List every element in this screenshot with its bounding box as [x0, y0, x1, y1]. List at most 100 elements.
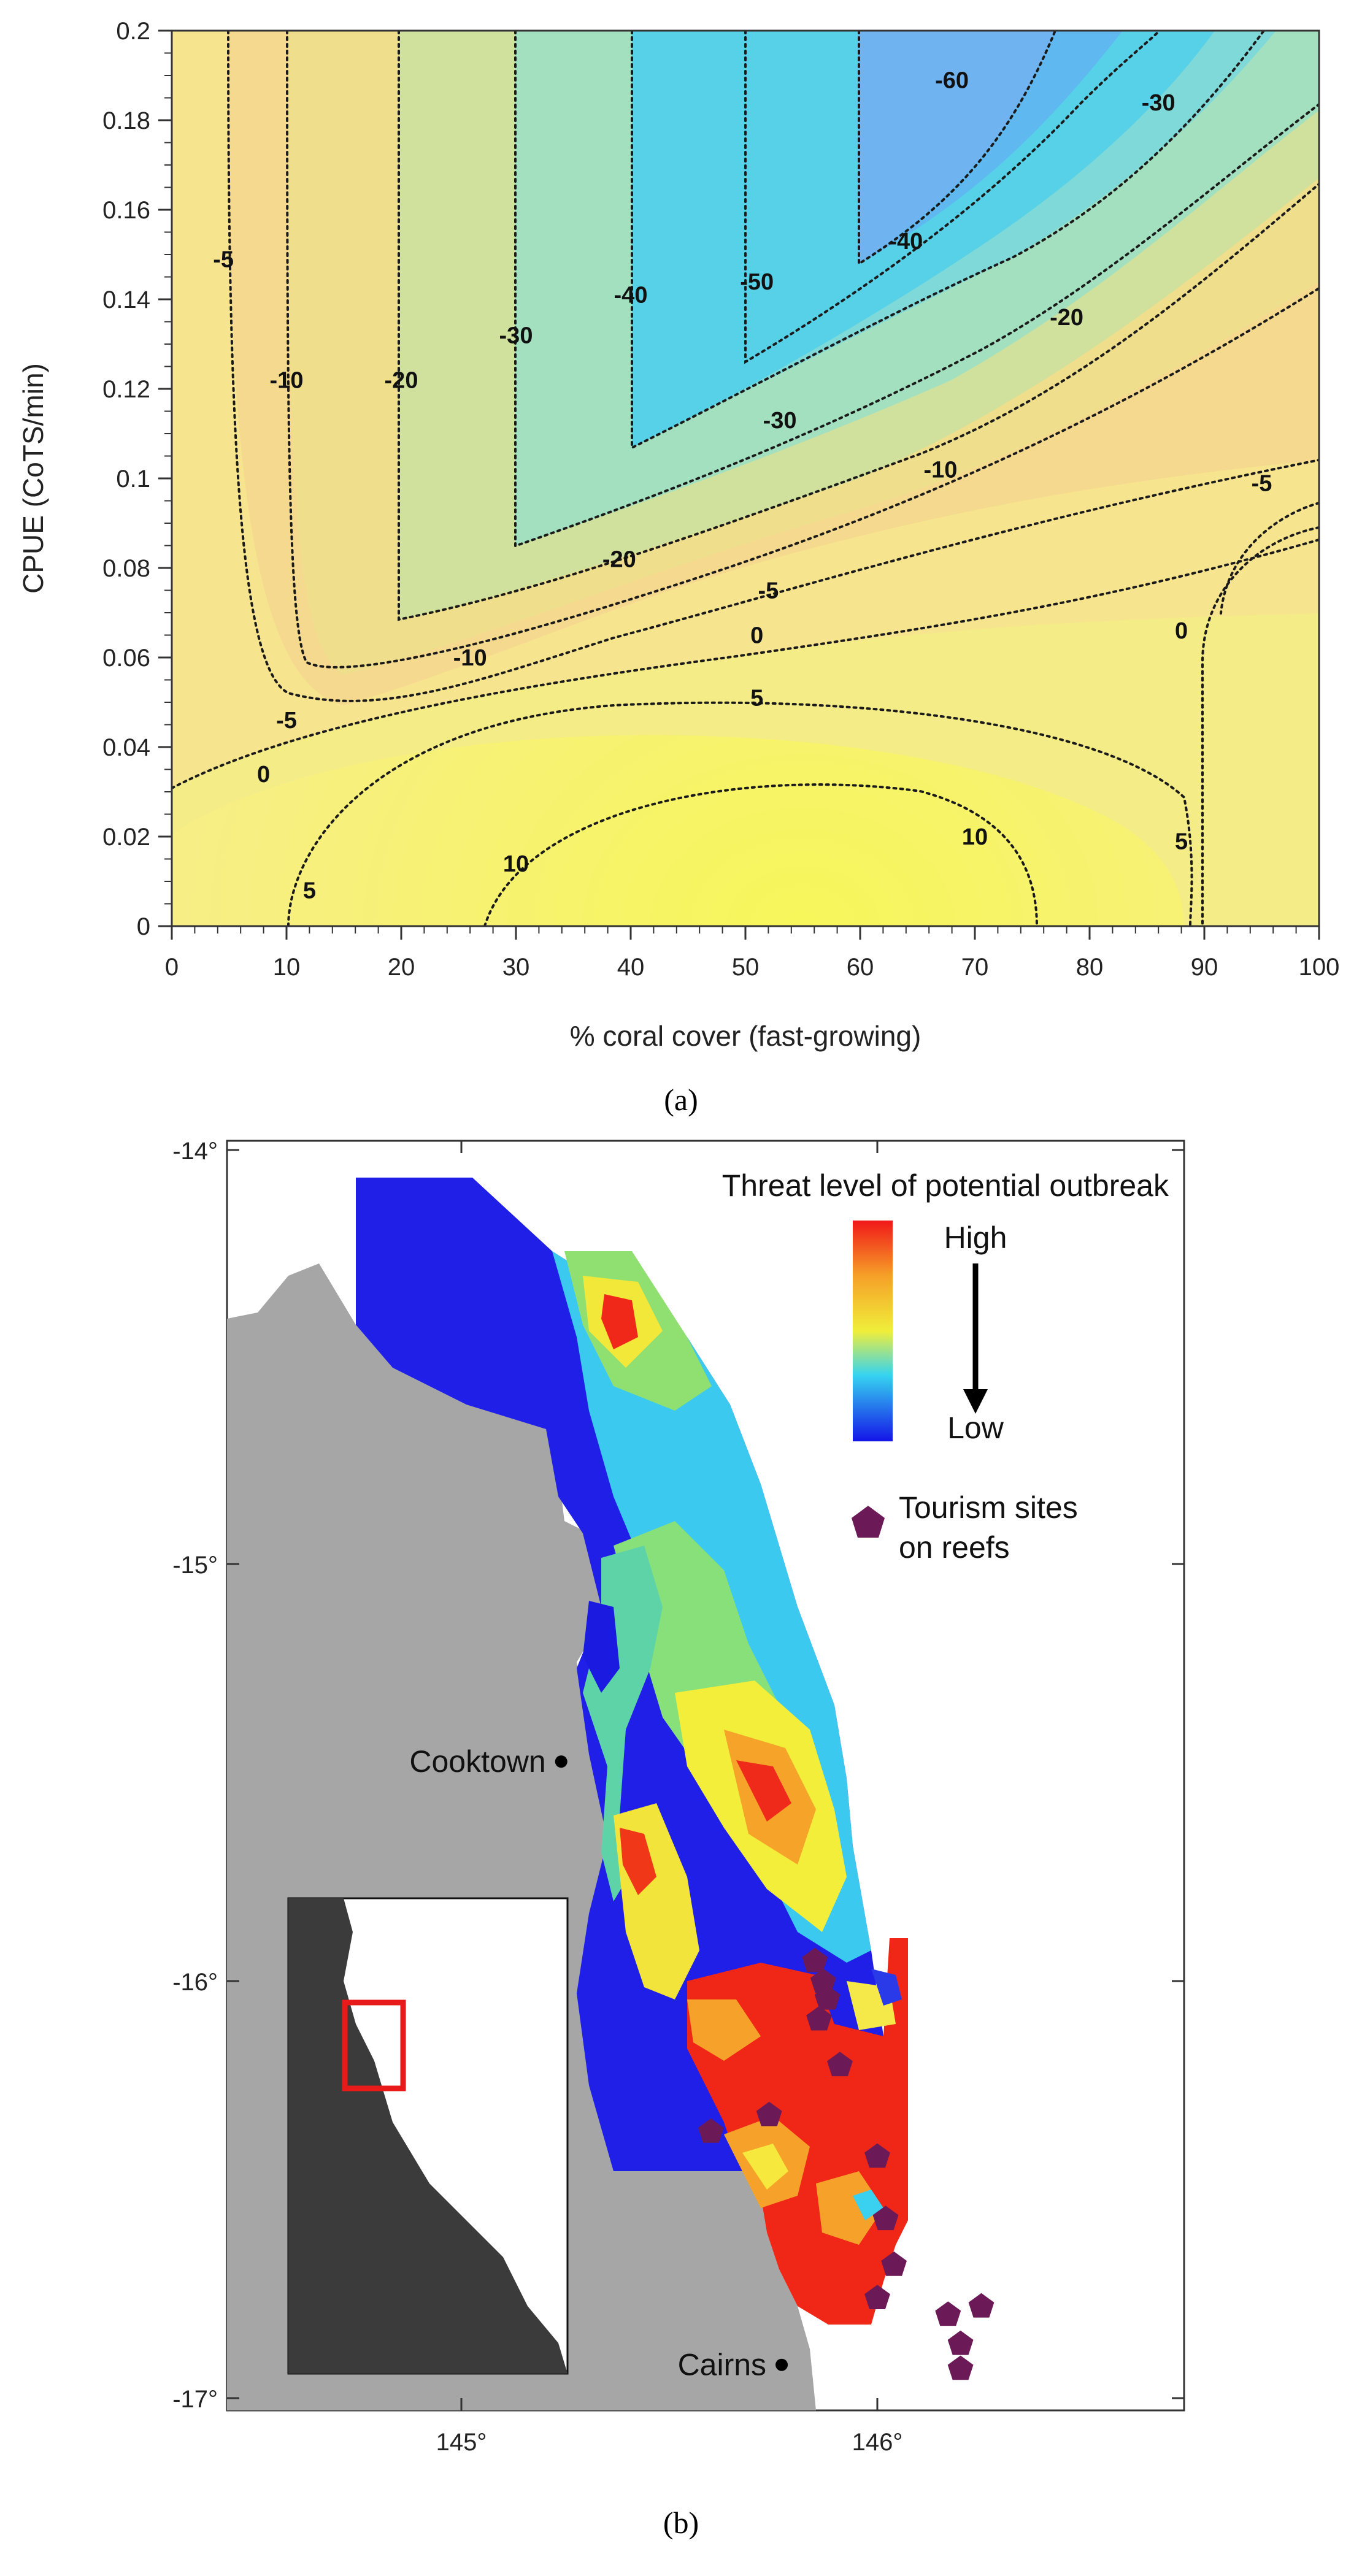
x-tick-label: 100 — [1299, 954, 1340, 981]
contour-fills — [172, 31, 1319, 926]
y-tick-label: 0.04 — [102, 734, 150, 761]
tourism-site-marker — [806, 2006, 832, 2031]
x-tick-label: 20 — [388, 954, 415, 981]
contour-line — [287, 701, 1193, 926]
tourism-site-marker — [881, 2251, 907, 2276]
threat-low-zone — [871, 1969, 902, 2006]
place-dot — [775, 2358, 788, 2371]
contour-label: -30 — [1142, 90, 1175, 116]
contour-label: -40 — [614, 283, 648, 309]
map-y-tick-label: -14° — [172, 1138, 218, 1165]
tourism-site-marker — [814, 1985, 841, 2010]
map-axis-ticks — [227, 1141, 1184, 2410]
legend-colorbar — [853, 1221, 893, 1441]
contour-label: -60 — [935, 67, 969, 93]
contour-line — [631, 31, 1265, 450]
tourism-legend-marker — [852, 1506, 885, 1538]
y-tick-label: 0.14 — [102, 286, 150, 313]
tourism-site-marker — [827, 2052, 853, 2077]
y-tick-label: 0.12 — [102, 376, 150, 403]
tourism-legend-label-1: Tourism sites — [899, 1490, 1078, 1525]
contour-label: -20 — [385, 367, 418, 393]
place-markers: Cooktown Cairns — [409, 1744, 788, 2382]
map-y-tick-label: -17° — [172, 2386, 218, 2413]
threat-high-zone — [620, 1828, 656, 1895]
y-axis-ticks: 0 0.02 0.04 0.06 0.08 0.1 0.12 0.14 0.16 0.18 0.2 — [102, 18, 172, 940]
y-tick-label: 0.02 — [102, 824, 150, 851]
tourism-site-marker — [947, 2330, 974, 2355]
fill-level-neg50 — [632, 31, 1215, 448]
tourism-site-marker — [968, 2293, 995, 2318]
x-axis-ticks: 0 10 20 30 40 50 60 70 80 90 100 — [165, 926, 1340, 981]
legend-title: Threat level of potential outbreak — [722, 1168, 1169, 1203]
contour-label: 0 — [1175, 618, 1188, 644]
contour-label: -40 — [889, 229, 923, 255]
contour-label: -5 — [1252, 470, 1272, 496]
threat-mid-zone — [687, 1999, 761, 2061]
contour-line — [1201, 526, 1319, 926]
place-label: Cairns — [678, 2348, 766, 2382]
contour-line — [227, 31, 1319, 702]
contour-line — [483, 783, 1038, 926]
x-tick-label: 60 — [847, 954, 874, 981]
tourism-site-marker — [802, 1947, 828, 1972]
legend-high-label: High — [944, 1221, 1007, 1255]
contour-label: 0 — [257, 762, 270, 788]
contour-lines — [172, 31, 1319, 926]
contour-label: -30 — [499, 323, 533, 348]
panel-a-label: (a) — [664, 1083, 698, 1117]
tourism-site-marker — [947, 2355, 974, 2380]
contour-line — [286, 31, 1319, 669]
contour-label: 0 — [750, 623, 763, 649]
contour-label: -5 — [213, 247, 234, 272]
y-tick-label: 0.16 — [102, 197, 150, 224]
contour-label: -20 — [1050, 305, 1083, 331]
y-tick-label: 0.1 — [116, 466, 150, 493]
x-tick-label: 80 — [1076, 954, 1104, 981]
panel-b-label: (b) — [663, 2505, 699, 2540]
legend-arrow-head — [963, 1389, 988, 1414]
x-tick-label: 10 — [273, 954, 301, 981]
tourism-site-marker — [864, 2285, 890, 2309]
contour-label: -20 — [602, 546, 636, 572]
contour-label: -30 — [763, 408, 797, 434]
tourism-site-marker — [872, 2206, 899, 2231]
contour-line — [1220, 502, 1319, 615]
threat-high-zone — [601, 1294, 638, 1349]
threat-mid-zone — [816, 2171, 883, 2245]
y-tick-label: 0.2 — [116, 18, 150, 45]
contour-label: 10 — [962, 824, 988, 850]
contour-label: 5 — [303, 878, 316, 904]
contour-label: -5 — [758, 578, 779, 604]
map-x-tick-label: 146° — [852, 2429, 903, 2456]
x-tick-label: 50 — [732, 954, 760, 981]
contour-label: -10 — [270, 367, 304, 393]
threat-mid-zone — [742, 2144, 788, 2190]
threat-low-zone — [583, 1601, 620, 1693]
inset-extent-box — [342, 1999, 406, 2091]
x-tick-label: 30 — [502, 954, 530, 981]
tourism-legend-label-2: on reefs — [899, 1530, 1010, 1565]
contour-labels: -5-10 -20-30-40-50-60-40-30-20-10-50-30-2… — [213, 67, 1272, 903]
contour-line — [172, 539, 1319, 789]
x-tick-label: 40 — [617, 954, 645, 981]
x-tick-label: 0 — [165, 954, 179, 981]
contour-chart: 0 10 20 30 40 50 60 70 80 90 100 00.020.040.060.08… — [17, 18, 1339, 1117]
tourism-site-marker — [756, 2101, 782, 2126]
threat-map: 145° 146° -14° -15° -16° -17° Threat lev… — [172, 1138, 1185, 2540]
threat-mid-zone — [853, 2190, 883, 2220]
contour-label: 5 — [1175, 829, 1188, 854]
y-tick-label: 0 — [137, 913, 150, 940]
place-label: Cooktown — [409, 1744, 545, 1779]
y-axis-title: CPUE (CoTS/min) — [17, 363, 49, 594]
x-axis-title: % coral cover (fast-growing) — [570, 1020, 921, 1052]
contour-label: -10 — [923, 457, 957, 483]
y-tick-label: 0.08 — [102, 555, 150, 582]
threat-high-zone — [736, 1760, 791, 1822]
contour-label: -50 — [740, 269, 774, 295]
place-dot — [555, 1755, 568, 1768]
tourism-site-marker — [935, 2301, 961, 2326]
contour-label: 10 — [503, 851, 529, 877]
contour-line — [398, 31, 1319, 621]
